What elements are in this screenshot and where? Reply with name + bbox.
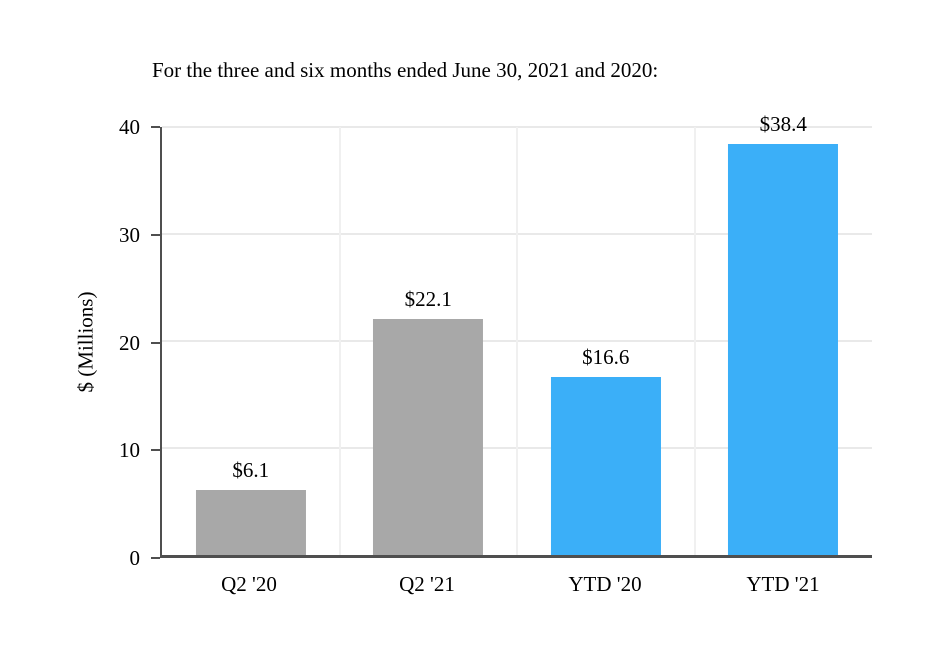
bar-value-label-ytd-21: $38.4 xyxy=(759,112,807,137)
y-tick-label-20: 20 xyxy=(119,330,140,355)
bars-container: $6.1 $22.1 $16.6 $38.4 xyxy=(162,112,873,555)
gridline-x-3 xyxy=(693,127,696,555)
y-tick-mark-30 xyxy=(151,233,160,236)
x-tick-label-q2-21: Q2 '21 xyxy=(399,572,455,596)
bar-slot-q2-21: $22.1 xyxy=(340,127,518,555)
y-tick-label-40: 40 xyxy=(119,115,140,139)
bar-q2-21 xyxy=(373,318,484,555)
x-tick-label-q2-20: Q2 '20 xyxy=(221,572,277,596)
y-axis-ticks: 0 10 20 30 40 xyxy=(0,115,160,570)
bar-slot-q2-20: $6.1 xyxy=(162,127,340,555)
bar-slot-ytd-20: $16.6 xyxy=(517,127,695,555)
plot-area: $6.1 $22.1 $16.6 $38.4 xyxy=(160,112,873,558)
x-axis-ticks: Q2 '20 Q2 '21 YTD '20 YTD '21 xyxy=(160,572,872,597)
y-tick-mark-0 xyxy=(151,557,160,559)
gridline-x-1 xyxy=(338,127,341,555)
bar-value-label-q2-21: $22.1 xyxy=(404,286,452,311)
bar-q2-20 xyxy=(195,489,306,555)
y-tick-mark-10 xyxy=(151,449,160,452)
bar-value-label-q2-20: $6.1 xyxy=(232,457,270,482)
chart-title: For the three and six months ended June … xyxy=(152,58,659,82)
gridline-x-2 xyxy=(516,127,518,555)
bar-value-label-ytd-20: $16.6 xyxy=(582,345,630,370)
y-tick-mark-20 xyxy=(151,341,160,344)
y-tick-label-30: 30 xyxy=(119,222,140,247)
bar-slot-ytd-21: $38.4 xyxy=(695,112,873,555)
x-tick-label-ytd-21: YTD '21 xyxy=(746,572,820,596)
y-tick-mark-40 xyxy=(151,126,160,128)
y-tick-label-10: 10 xyxy=(119,438,140,463)
y-tick-label-0: 0 xyxy=(129,546,141,570)
x-tick-label-ytd-20: YTD '20 xyxy=(568,572,642,596)
bar-ytd-21 xyxy=(728,144,839,555)
bar-ytd-20 xyxy=(550,377,661,555)
